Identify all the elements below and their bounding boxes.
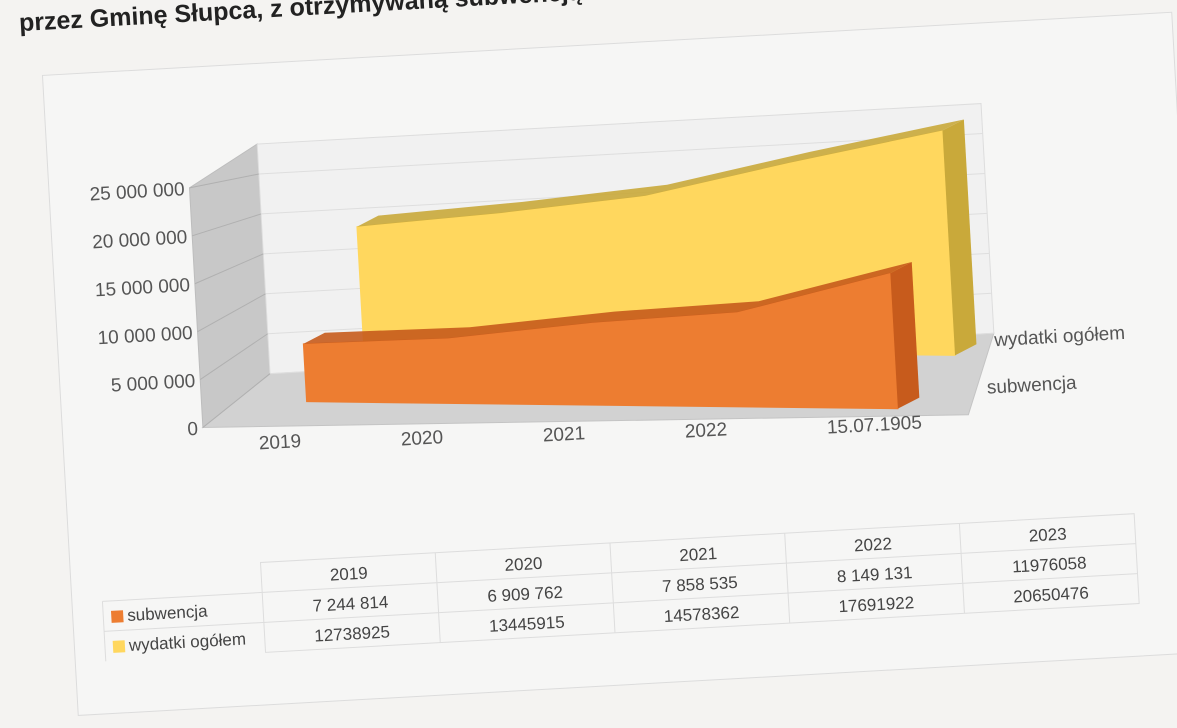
series-area-side [942,119,977,356]
chart-container: 0 5 000 000 10 000 000 15 000 000 20 000 000… [41,11,1177,716]
area-chart: 0 5 000 000 10 000 000 15 000 000 20 000 000… [89,103,1140,662]
data-table-frame [259,513,1140,653]
legend-swatch [112,640,126,653]
page-title: przez Gminę Słupca, z otrzymywaną subwen… [18,0,703,38]
table-value-cell: 20650476 [1013,583,1090,606]
table-value-cell: 6 909 762 [487,583,564,606]
legend-label: wydatki ogółem [127,629,246,655]
x-tick-label: 2021 [542,423,585,446]
table-value-cell: 12738925 [314,622,391,645]
data-table-line [101,601,107,662]
data-table-line [102,543,1136,602]
y-tick-label: 0 [187,419,199,441]
data-table-line [958,523,965,614]
table-value-cell: 13445915 [489,613,566,636]
x-tick-label: 2019 [258,431,301,454]
y-tick-label: 20 000 000 [92,227,188,253]
table-header-cell: 2019 [329,564,368,585]
grid-line-side [189,173,259,189]
data-table-line [609,542,616,633]
series-axis-label: wydatki ogółem [993,323,1126,351]
data-table-line [434,552,441,643]
grid-line-side [194,253,264,285]
legend-label: subwencja [127,602,209,625]
x-tick-label: 15.07.1905 [826,412,922,438]
y-tick-label: 15 000 000 [94,275,190,301]
grid-line-side [202,373,271,428]
x-tick-label: 2020 [400,427,443,450]
table-value-cell: 11976058 [1012,553,1087,576]
data-table-line [784,533,791,624]
table-header-cell: 2020 [504,554,543,575]
y-tick-label: 5 000 000 [110,371,196,397]
grid-line-side [192,213,262,237]
table-value-cell: 14578362 [663,603,740,626]
y-tick-label: 25 000 000 [89,179,185,205]
series-area-top [356,119,964,227]
table-header-cell: 2021 [679,544,718,565]
table-value-cell: 8 149 131 [836,563,913,586]
legend-swatch [110,610,124,623]
table-value-cell: 17691922 [838,593,915,616]
data-table-line [104,573,1138,632]
table-header-cell: 2022 [854,534,893,555]
x-tick-label: 2022 [684,419,727,442]
grid-line-side [199,333,269,381]
series-area-top [303,261,912,344]
series-axis-label: subwencja [986,373,1077,399]
y-tick-label: 10 000 000 [97,323,193,349]
table-header-cell: 2023 [1028,524,1067,545]
grid-line [258,133,983,175]
table-value-cell: 7 244 814 [312,592,389,615]
series-area-side [890,261,920,409]
table-value-cell: 7 858 535 [662,573,739,596]
grid-line-side [197,293,266,333]
